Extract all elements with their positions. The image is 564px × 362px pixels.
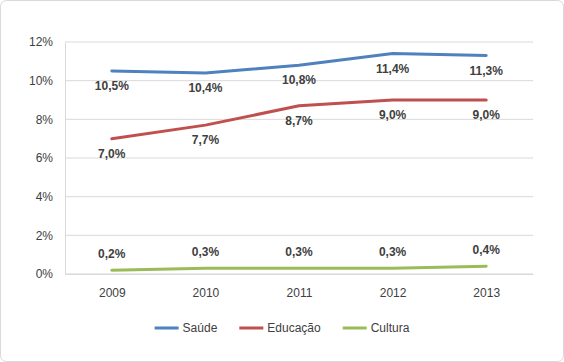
data-label: 11,3%: [470, 64, 504, 78]
series-line: [112, 100, 486, 139]
y-tick-label: 2%: [36, 229, 54, 243]
y-axis-line: [65, 43, 66, 275]
data-label: 0,3%: [285, 245, 313, 259]
data-label: 0,3%: [379, 245, 407, 259]
y-tick: 10%: [29, 74, 65, 88]
x-tick: 2013: [473, 274, 500, 300]
chart-border: [1, 1, 564, 362]
grid-line: [65, 42, 533, 43]
data-label: 10,4%: [188, 81, 222, 95]
data-label: 9,0%: [379, 108, 407, 122]
grid-line: [65, 235, 533, 236]
x-tick-label: 2010: [193, 286, 220, 300]
data-labels: 10,5% 10,4% 10,8% 11,4% 11,3% 7,0% 7,7% 8,7% 9,0…: [95, 62, 503, 262]
data-label: 0,2%: [98, 247, 126, 261]
y-axis: 0% 2% 4% 6% 8% 10% 12%: [29, 35, 66, 281]
y-tick-label: 0%: [36, 267, 54, 281]
x-tick-label: 2012: [380, 286, 407, 300]
legend-label: Educação: [267, 321, 321, 335]
data-label: 10,8%: [282, 73, 316, 87]
x-tick: 2009: [99, 274, 126, 300]
legend-item: Saúde: [155, 321, 218, 335]
series-line: [112, 266, 486, 270]
grid-line: [65, 196, 533, 197]
x-axis: 2009 2010 2011 2012 2013: [66, 274, 534, 300]
series-line: [112, 54, 486, 73]
data-label: 7,0%: [98, 147, 126, 161]
y-tick-label: 8%: [36, 113, 54, 127]
y-tick-label: 6%: [36, 151, 54, 165]
y-tick: 2%: [36, 229, 65, 243]
chart-container: 0% 2% 4% 6% 8% 10% 12% 2009 2010 2011 2012 2013 10,5…: [0, 0, 564, 362]
y-tick: 8%: [36, 113, 65, 127]
data-label: 9,0%: [473, 108, 501, 122]
x-tick: 2012: [380, 274, 407, 300]
x-tick-label: 2011: [287, 286, 313, 300]
data-label: 0,4%: [473, 243, 501, 257]
data-label: 11,4%: [376, 62, 410, 76]
data-label: 10,5%: [95, 79, 129, 93]
legend-item: Cultura: [343, 321, 410, 335]
legend-item: Educação: [239, 321, 321, 335]
grid-line: [65, 158, 533, 159]
legend-label: Saúde: [183, 321, 218, 335]
legend-swatch: [343, 327, 367, 330]
x-tick: 2011: [287, 274, 313, 300]
y-tick: 0%: [36, 267, 65, 281]
y-tick-label: 10%: [29, 74, 53, 88]
x-axis-line: [66, 274, 534, 275]
plot-marks: [112, 54, 486, 271]
data-label: 0,3%: [192, 245, 220, 259]
legend-swatch: [239, 327, 263, 330]
chart-svg: 0% 2% 4% 6% 8% 10% 12% 2009 2010 2011 2012 2013 10,5…: [0, 0, 564, 362]
x-tick-label: 2009: [99, 286, 126, 300]
y-tick: 6%: [36, 151, 65, 165]
x-tick: 2010: [193, 274, 220, 300]
grid-line: [65, 274, 533, 275]
grid: [65, 42, 533, 274]
y-tick: 12%: [29, 35, 65, 49]
legend-label: Cultura: [371, 321, 410, 335]
legend-swatch: [155, 327, 179, 330]
y-tick-label: 12%: [29, 35, 53, 49]
data-label: 8,7%: [285, 114, 313, 128]
x-tick-label: 2013: [473, 286, 500, 300]
legend: Saúde Educação Cultura: [155, 321, 410, 335]
data-label: 7,7%: [192, 133, 220, 147]
y-tick: 4%: [36, 190, 65, 204]
y-tick-label: 4%: [36, 190, 54, 204]
